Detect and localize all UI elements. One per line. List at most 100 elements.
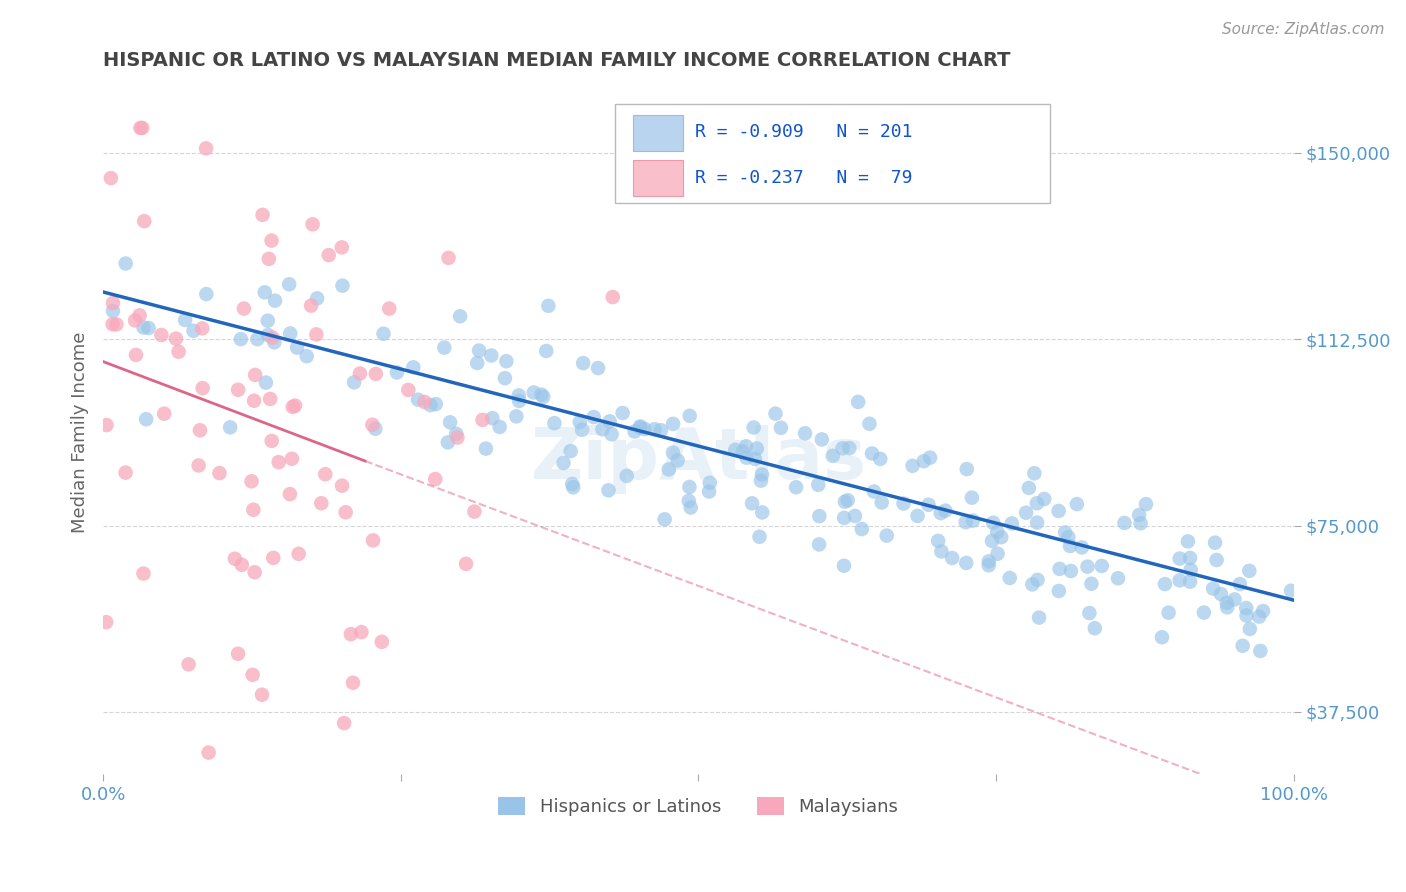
Point — [1107, 571, 1129, 585]
Point — [333, 716, 356, 731]
Point — [330, 240, 353, 254]
Point — [197, 746, 219, 760]
Point — [406, 392, 429, 407]
Point — [229, 332, 252, 346]
Point — [256, 313, 278, 327]
Point — [981, 516, 1004, 530]
Point — [433, 341, 456, 355]
Point — [305, 327, 328, 342]
Point — [419, 398, 441, 412]
Point — [373, 326, 395, 341]
Point — [1168, 574, 1191, 588]
Point — [1025, 496, 1047, 510]
Point — [219, 420, 242, 434]
Point — [808, 509, 831, 524]
Point — [153, 407, 176, 421]
Point — [224, 551, 246, 566]
Point — [468, 343, 491, 358]
Point — [1150, 630, 1173, 644]
Point — [257, 252, 280, 266]
Point — [807, 477, 830, 491]
Point — [644, 422, 666, 436]
Point — [361, 417, 384, 432]
Point — [471, 413, 494, 427]
Point — [742, 420, 765, 434]
Point — [1178, 550, 1201, 565]
Point — [536, 344, 558, 359]
Point — [794, 426, 817, 441]
Point — [633, 422, 655, 436]
Point — [340, 627, 363, 641]
Point — [301, 217, 323, 231]
Point — [962, 514, 984, 528]
Point — [396, 383, 419, 397]
Point — [262, 550, 284, 565]
Point — [568, 415, 591, 429]
Point — [437, 435, 460, 450]
Point — [530, 387, 553, 401]
Point — [699, 475, 721, 490]
FancyBboxPatch shape — [633, 160, 683, 196]
Text: HISPANIC OR LATINO VS MALAYSIAN MEDIAN FAMILY INCOME CORRELATION CHART: HISPANIC OR LATINO VS MALAYSIAN MEDIAN F… — [103, 51, 1011, 70]
Point — [1236, 608, 1258, 623]
Point — [1202, 582, 1225, 596]
Point — [1205, 553, 1227, 567]
Point — [1026, 516, 1049, 530]
Point — [876, 528, 898, 542]
Point — [741, 496, 763, 510]
Point — [927, 533, 949, 548]
Point — [602, 290, 624, 304]
Point — [1015, 506, 1038, 520]
Point — [240, 475, 263, 489]
Point — [287, 547, 309, 561]
Point — [253, 285, 276, 300]
Point — [860, 446, 883, 460]
Point — [1021, 577, 1043, 591]
Point — [870, 495, 893, 509]
Point — [1026, 573, 1049, 587]
Point — [1018, 481, 1040, 495]
Point — [413, 395, 436, 409]
Point — [465, 356, 488, 370]
Point — [449, 310, 471, 324]
Point — [1204, 535, 1226, 549]
Point — [114, 466, 136, 480]
Point — [1128, 508, 1150, 522]
Point — [931, 544, 953, 558]
Point — [907, 508, 929, 523]
Point — [264, 293, 287, 308]
Point — [242, 502, 264, 516]
Point — [131, 120, 153, 135]
Point — [132, 320, 155, 334]
Point — [679, 409, 702, 423]
Point — [934, 503, 956, 517]
Point — [242, 668, 264, 682]
Point — [582, 410, 605, 425]
Point — [572, 356, 595, 370]
Point — [591, 422, 613, 436]
Point — [101, 318, 124, 332]
Point — [612, 406, 634, 420]
Point — [439, 415, 461, 429]
Point — [662, 445, 685, 459]
Point — [243, 368, 266, 382]
Point — [561, 477, 583, 491]
Point — [1209, 587, 1232, 601]
Point — [495, 354, 517, 368]
Point — [1028, 610, 1050, 624]
Point — [1154, 577, 1177, 591]
Point — [195, 287, 218, 301]
Point — [177, 657, 200, 672]
Point — [263, 335, 285, 350]
Point — [226, 647, 249, 661]
Point — [1054, 525, 1077, 540]
Point — [748, 530, 770, 544]
Point — [226, 383, 249, 397]
Point — [600, 427, 623, 442]
Point — [1114, 516, 1136, 530]
Point — [508, 394, 530, 409]
Point — [243, 393, 266, 408]
Point — [1234, 601, 1257, 615]
Point — [724, 442, 747, 457]
Point — [960, 491, 983, 505]
